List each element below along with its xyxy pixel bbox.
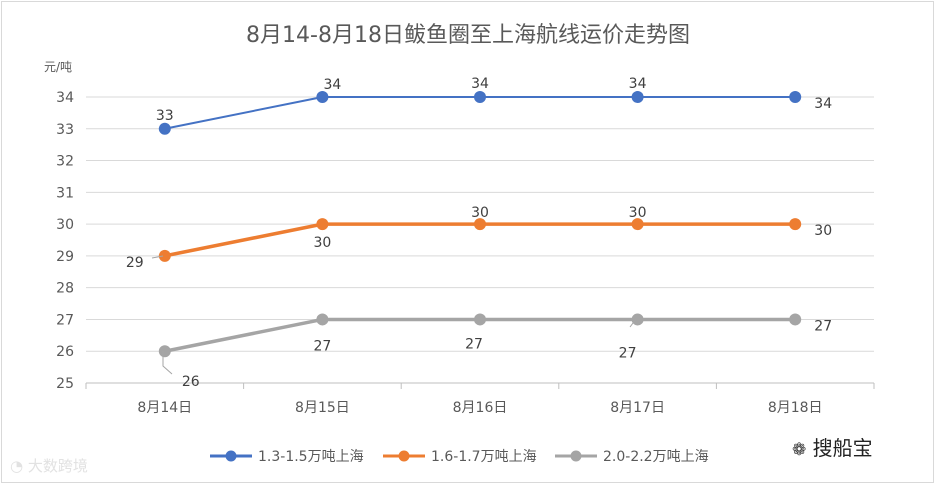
watermark-right-text: 搜船宝 [812, 436, 873, 460]
data-label: 30 [629, 205, 647, 221]
data-point [158, 249, 171, 262]
y-tick-label: 29 [56, 249, 74, 265]
label-leader-line [629, 318, 637, 328]
data-point [789, 313, 802, 326]
legend-marker [570, 450, 582, 462]
data-point [316, 91, 329, 103]
data-label: 34 [471, 76, 489, 92]
data-point [789, 91, 802, 103]
y-tick-label: 34 [56, 90, 74, 106]
data-point [631, 313, 644, 326]
legend: 1.3-1.5万吨上海 1.6-1.7万吨上海 2.0-2.2万吨上海 [210, 449, 709, 465]
series-layer [158, 91, 802, 358]
y-tick-label: 32 [56, 154, 74, 170]
x-tick-label: 8月14日 [137, 400, 192, 416]
data-point [158, 345, 171, 358]
data-point [158, 122, 171, 135]
x-tick-labels: 8月14日 8月15日 8月16日 8月17日 8月18日 [85, 383, 875, 416]
legend-label: 2.0-2.2万吨上海 [603, 449, 709, 465]
data-label: 30 [313, 235, 331, 251]
data-point [316, 218, 329, 231]
data-label: 26 [182, 374, 200, 390]
x-tick-label: 8月18日 [768, 400, 823, 416]
label-leader-line [151, 255, 164, 259]
x-tick-label: 8月16日 [453, 400, 508, 416]
x-tick-label: 8月15日 [295, 400, 350, 416]
y-tick-label: 25 [56, 376, 74, 392]
legend-label: 1.3-1.5万吨上海 [258, 449, 364, 465]
chart-title: 8月14-8月18日鲅鱼圈至上海航线运价走势图 [246, 23, 690, 48]
data-point [474, 91, 486, 103]
data-label: 27 [313, 338, 331, 354]
data-point [631, 91, 644, 103]
watermark-left: ◔ 大数跨境 [10, 455, 88, 476]
y-tick-label: 31 [56, 185, 74, 201]
data-label: 27 [814, 318, 832, 334]
y-tick-label: 26 [56, 344, 74, 360]
data-label: 34 [629, 76, 647, 92]
data-label: 30 [471, 205, 489, 221]
y-axis-unit: 元/吨 [44, 60, 72, 74]
y-tick-label: 28 [56, 281, 74, 297]
y-tick-labels: 25 26 27 28 29 30 31 32 33 34 [56, 90, 74, 392]
data-label: 30 [814, 223, 832, 239]
data-label: 34 [814, 96, 832, 112]
y-tick-label: 27 [56, 312, 74, 328]
watermark-left-text: 大数跨境 [27, 457, 88, 475]
data-label: 33 [156, 108, 174, 124]
data-point [631, 218, 644, 231]
label-leader-line [162, 351, 173, 375]
data-label: 29 [126, 255, 144, 271]
data-point [474, 313, 486, 326]
data-label: 34 [323, 77, 341, 93]
data-point [474, 218, 486, 231]
y-tick-label: 33 [56, 122, 74, 138]
data-point [316, 313, 329, 326]
weibo-icon: ◔ [10, 457, 24, 475]
watermark-right: ❁ 搜船宝 [792, 432, 873, 461]
data-labels-layer: 33 34 34 34 34 29 30 30 30 30 26 27 27 27 27 [126, 76, 832, 390]
legend-marker [225, 450, 237, 462]
y-tick-label: 30 [56, 217, 74, 233]
legend-label: 1.6-1.7万吨上海 [431, 449, 537, 465]
data-label: 27 [619, 345, 637, 361]
wechat-icon: ❁ [792, 440, 807, 460]
data-point [789, 218, 802, 231]
legend-marker [398, 450, 410, 462]
data-label: 27 [465, 336, 483, 352]
x-tick-label: 8月17日 [610, 400, 665, 416]
